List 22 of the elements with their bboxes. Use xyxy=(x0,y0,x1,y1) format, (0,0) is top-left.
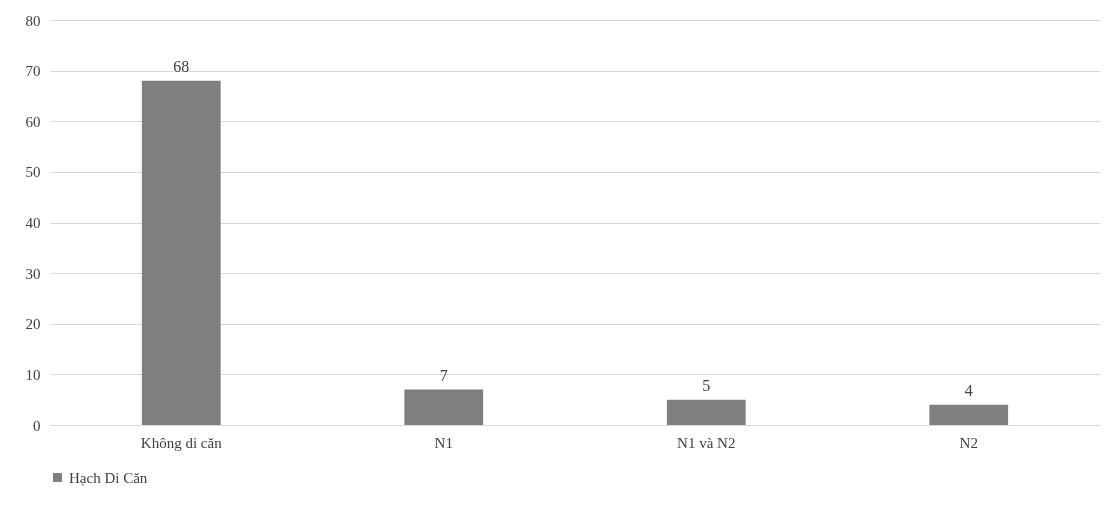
legend-label: Hạch Di Căn xyxy=(69,469,148,486)
y-tick-label: 20 xyxy=(25,316,41,333)
y-tick-label: 50 xyxy=(25,164,41,181)
data-label: 4 xyxy=(964,381,973,399)
y-tick-label: 40 xyxy=(25,215,41,231)
x-tick-label: Không di căn xyxy=(140,434,223,451)
bar xyxy=(929,404,1009,425)
bar xyxy=(141,80,221,425)
bar xyxy=(404,389,484,425)
y-tick-label: 0 xyxy=(33,417,41,434)
y-tick-label: 80 xyxy=(25,12,41,29)
y-tick-label: 30 xyxy=(25,265,41,282)
y-tick-label: 70 xyxy=(25,63,41,80)
data-label: 5 xyxy=(702,376,711,394)
data-label: 68 xyxy=(173,57,190,75)
data-label: 7 xyxy=(439,366,448,384)
x-tick-label: N1 xyxy=(434,434,453,451)
y-tick-label: 60 xyxy=(25,113,41,130)
x-tick-label: N2 xyxy=(959,434,978,451)
bar xyxy=(666,399,746,425)
y-tick-label: 10 xyxy=(25,366,41,383)
x-tick-label: N1 và N2 xyxy=(677,434,736,451)
